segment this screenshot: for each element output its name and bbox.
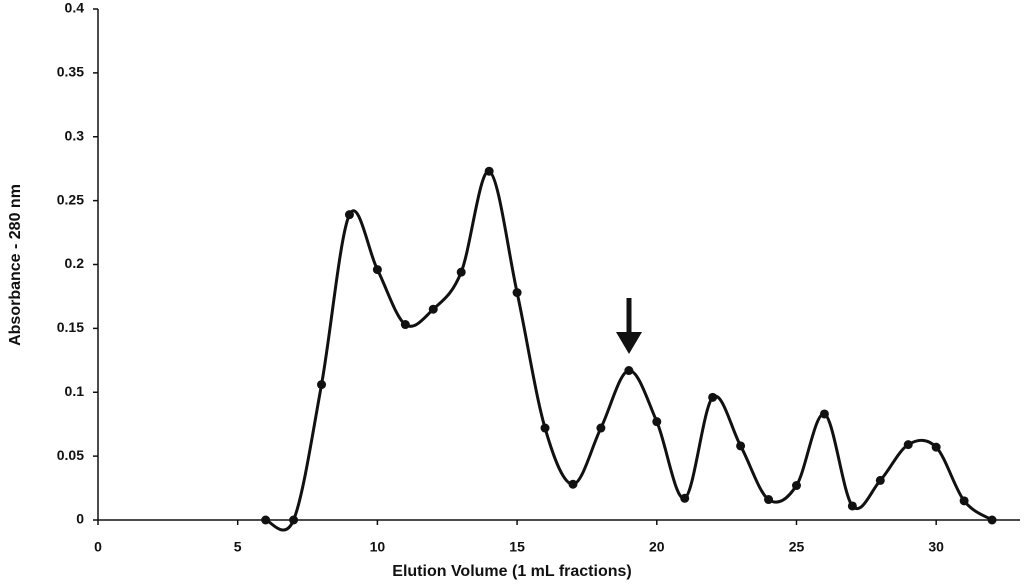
- data-point: [987, 515, 997, 525]
- y-tick-label: 0.4: [65, 0, 85, 16]
- y-tick-label: 0.25: [57, 191, 84, 207]
- annotation-arrow: [616, 298, 642, 354]
- x-tick-label: 25: [789, 539, 805, 555]
- data-point: [512, 288, 522, 298]
- data-point: [652, 417, 662, 427]
- data-point: [568, 479, 578, 489]
- x-tick-label: 0: [94, 539, 102, 555]
- y-tick-label: 0.3: [65, 127, 85, 143]
- data-point: [875, 475, 885, 485]
- y-tick-label: 0.35: [57, 64, 84, 80]
- data-point: [931, 442, 941, 452]
- x-axis-label: Elution Volume (1 mL fractions): [392, 563, 631, 580]
- data-point: [680, 493, 690, 503]
- data-point: [596, 423, 606, 433]
- data-point: [708, 392, 718, 402]
- data-point: [261, 515, 271, 525]
- y-tick-label: 0: [76, 511, 84, 527]
- data-point: [428, 304, 438, 314]
- y-tick-label: 0.15: [57, 319, 84, 335]
- x-tick-label: 20: [649, 539, 665, 555]
- data-point: [540, 423, 550, 433]
- data-point: [372, 265, 382, 275]
- x-tick-label: 15: [509, 539, 525, 555]
- x-tick-label: 10: [370, 539, 386, 555]
- data-point: [903, 440, 913, 450]
- x-tick-label: 30: [928, 539, 944, 555]
- data-point: [959, 496, 969, 506]
- x-tick-label: 5: [234, 539, 242, 555]
- data-point: [484, 166, 494, 176]
- y-tick-label: 0.1: [65, 383, 85, 399]
- data-point: [847, 501, 857, 511]
- data-point: [764, 495, 774, 505]
- data-point: [344, 210, 354, 220]
- data-point: [317, 380, 327, 390]
- data-point: [791, 481, 801, 491]
- data-point: [819, 409, 829, 419]
- data-point: [289, 515, 299, 525]
- y-tick-label: 0.05: [57, 447, 84, 463]
- data-point: [624, 366, 634, 376]
- y-tick-label: 0.2: [65, 255, 85, 271]
- y-axis-label: Absorbance - 280 nm: [7, 184, 24, 346]
- data-point: [456, 267, 466, 277]
- data-point: [400, 320, 410, 330]
- data-point: [736, 441, 746, 451]
